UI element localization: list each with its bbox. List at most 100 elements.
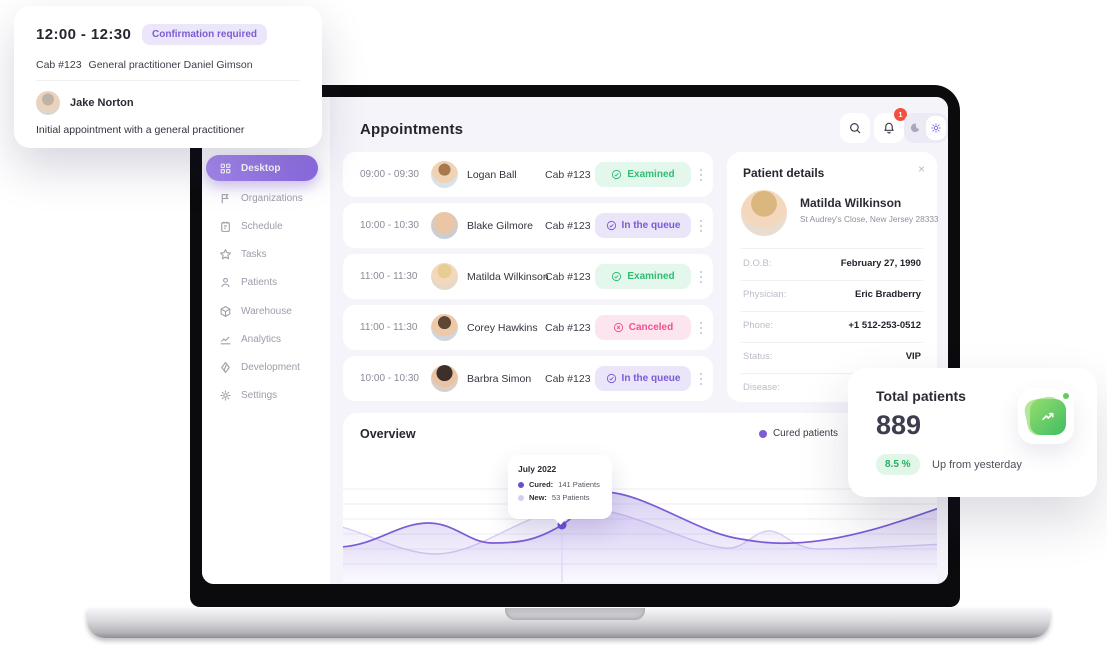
page-title: Appointments [360,121,464,138]
status-badge: Examined [595,264,691,289]
detail-row: Phone: +1 512-253-0512 [743,320,921,331]
appointment-info: Cab #123 General practitioner Daniel Gims… [36,59,253,71]
sidebar-item-label: Desktop [241,162,281,174]
stat-title: Total patients [876,388,966,404]
avatar [431,161,458,188]
patient-address: St Audrey's Close, New Jersey 28333 [800,214,939,224]
sidebar-item-label: Organizations [241,192,303,204]
check-circle-icon [612,271,622,282]
flag-icon [218,191,232,205]
appointment-row[interactable]: 10:00 - 10:30 Barbra Simon Cab #123 In t… [343,356,713,401]
patient-name: Jake Norton [70,97,134,109]
gear-icon [218,388,232,402]
cab-number: Cab #123 [545,220,591,232]
check-circle-icon [606,220,616,231]
notification-badge: 1 [894,108,907,121]
sidebar-item-label: Tasks [241,248,267,260]
app-screen: Desktop Organizations Schedule Tasks [202,97,948,584]
row-menu-button[interactable] [695,318,707,338]
confirmation-badge: Confirmation required [142,24,268,45]
search-button[interactable] [840,113,870,143]
calendar-icon [218,219,232,233]
appointment-time: 10:00 - 10:30 [360,220,419,231]
code-icon [218,360,232,374]
chart-icon [218,332,232,346]
cab-number: Cab #123 [545,373,591,385]
theme-toggle[interactable] [904,113,948,143]
patient-name: Logan Ball [467,169,517,181]
sidebar-item-analytics[interactable]: Analytics [206,326,318,352]
new-dot [518,494,524,501]
appointment-row[interactable]: 10:00 - 10:30 Blake Gilmore Cab #123 In … [343,203,713,248]
patient-name: Corey Hawkins [467,322,538,334]
patient-name: Matilda Wilkinson [800,196,902,210]
detail-row: Status: VIP [743,351,921,362]
row-menu-button[interactable] [695,216,707,236]
appointment-row[interactable]: 11:00 - 11:30 Matilda Wilkinson Cab #123… [343,254,713,299]
status-dot [1063,393,1069,399]
appointment-time: 10:00 - 10:30 [360,373,419,384]
avatar [431,314,458,341]
detail-row: Disease: [743,382,780,393]
sidebar-item-schedule[interactable]: Schedule [206,213,318,239]
avatar [431,263,458,290]
legend-dot [758,429,767,438]
appointment-popup-card: 12:00 - 12:30 Confirmation required Cab … [14,6,322,148]
sidebar-item-organizations[interactable]: Organizations [206,185,318,211]
grid-icon [218,161,232,175]
bell-icon [882,121,896,135]
sun-icon[interactable] [926,116,946,140]
sidebar-item-label: Development [241,361,300,373]
doctor-name: General practitioner Daniel Gimson [88,59,253,71]
avatar [431,365,458,392]
status-badge: In the queue [595,366,691,391]
chart-title: Overview [360,427,416,441]
detail-row: Physician: Eric Bradberry [743,289,921,300]
laptop-notch [505,608,645,620]
cured-dot [518,481,524,488]
row-menu-button[interactable] [695,267,707,287]
row-menu-button[interactable] [695,369,707,389]
sidebar-item-patients[interactable]: Patients [206,269,318,295]
appointment-time-range: 12:00 - 12:30 [36,26,132,43]
status-badge: Canceled [595,315,691,340]
close-icon[interactable]: × [917,162,925,176]
trend-up-icon [1030,399,1066,435]
sidebar-item-settings[interactable]: Settings [206,382,318,408]
box-icon [218,304,232,318]
appointment-time: 11:00 - 11:30 [360,322,418,333]
appointment-time: 09:00 - 09:30 [360,169,419,180]
sidebar-item-label: Settings [241,389,278,401]
status-badge: Examined [595,162,691,187]
sidebar-item-label: Analytics [241,333,282,345]
status-badge: In the queue [595,213,691,238]
cab-number: Cab #123 [545,169,591,181]
sidebar-item-tasks[interactable]: Tasks [206,241,318,267]
user-icon [218,275,232,289]
sidebar-item-development[interactable]: Development [206,354,318,380]
stat-icon-box [1018,388,1074,444]
cab-number: Cab #123 [545,322,591,334]
search-icon [848,121,862,135]
appointment-time: 11:00 - 11:30 [360,271,418,282]
tooltip-new-row: New: 53 Patients [518,493,602,502]
row-menu-button[interactable] [695,165,707,185]
check-circle-icon [606,373,616,384]
avatar [431,212,458,239]
sidebar-item-label: Warehouse [241,305,292,317]
appointment-row[interactable]: 11:00 - 11:30 Corey Hawkins Cab #123 Can… [343,305,713,350]
sidebar-item-desktop[interactable]: Desktop [206,155,318,181]
cab-number: Cab #123 [36,59,82,71]
tooltip-cured-row: Cured: 141 Patients [518,480,602,489]
sidebar-item-label: Schedule [241,220,283,232]
star-icon [218,247,232,261]
stat-value: 889 [876,410,922,440]
appointment-row[interactable]: 09:00 - 09:30 Logan Ball Cab #123 Examin… [343,152,713,197]
patient-name: Barbra Simon [467,373,532,385]
sidebar-item-warehouse[interactable]: Warehouse [206,298,318,324]
appointment-note: Initial appointment with a general pract… [36,124,245,136]
total-patients-card: Total patients 889 8.5 % Up from yesterd… [848,368,1097,497]
notifications-button[interactable]: 1 [874,108,907,143]
moon-icon[interactable] [904,113,926,143]
